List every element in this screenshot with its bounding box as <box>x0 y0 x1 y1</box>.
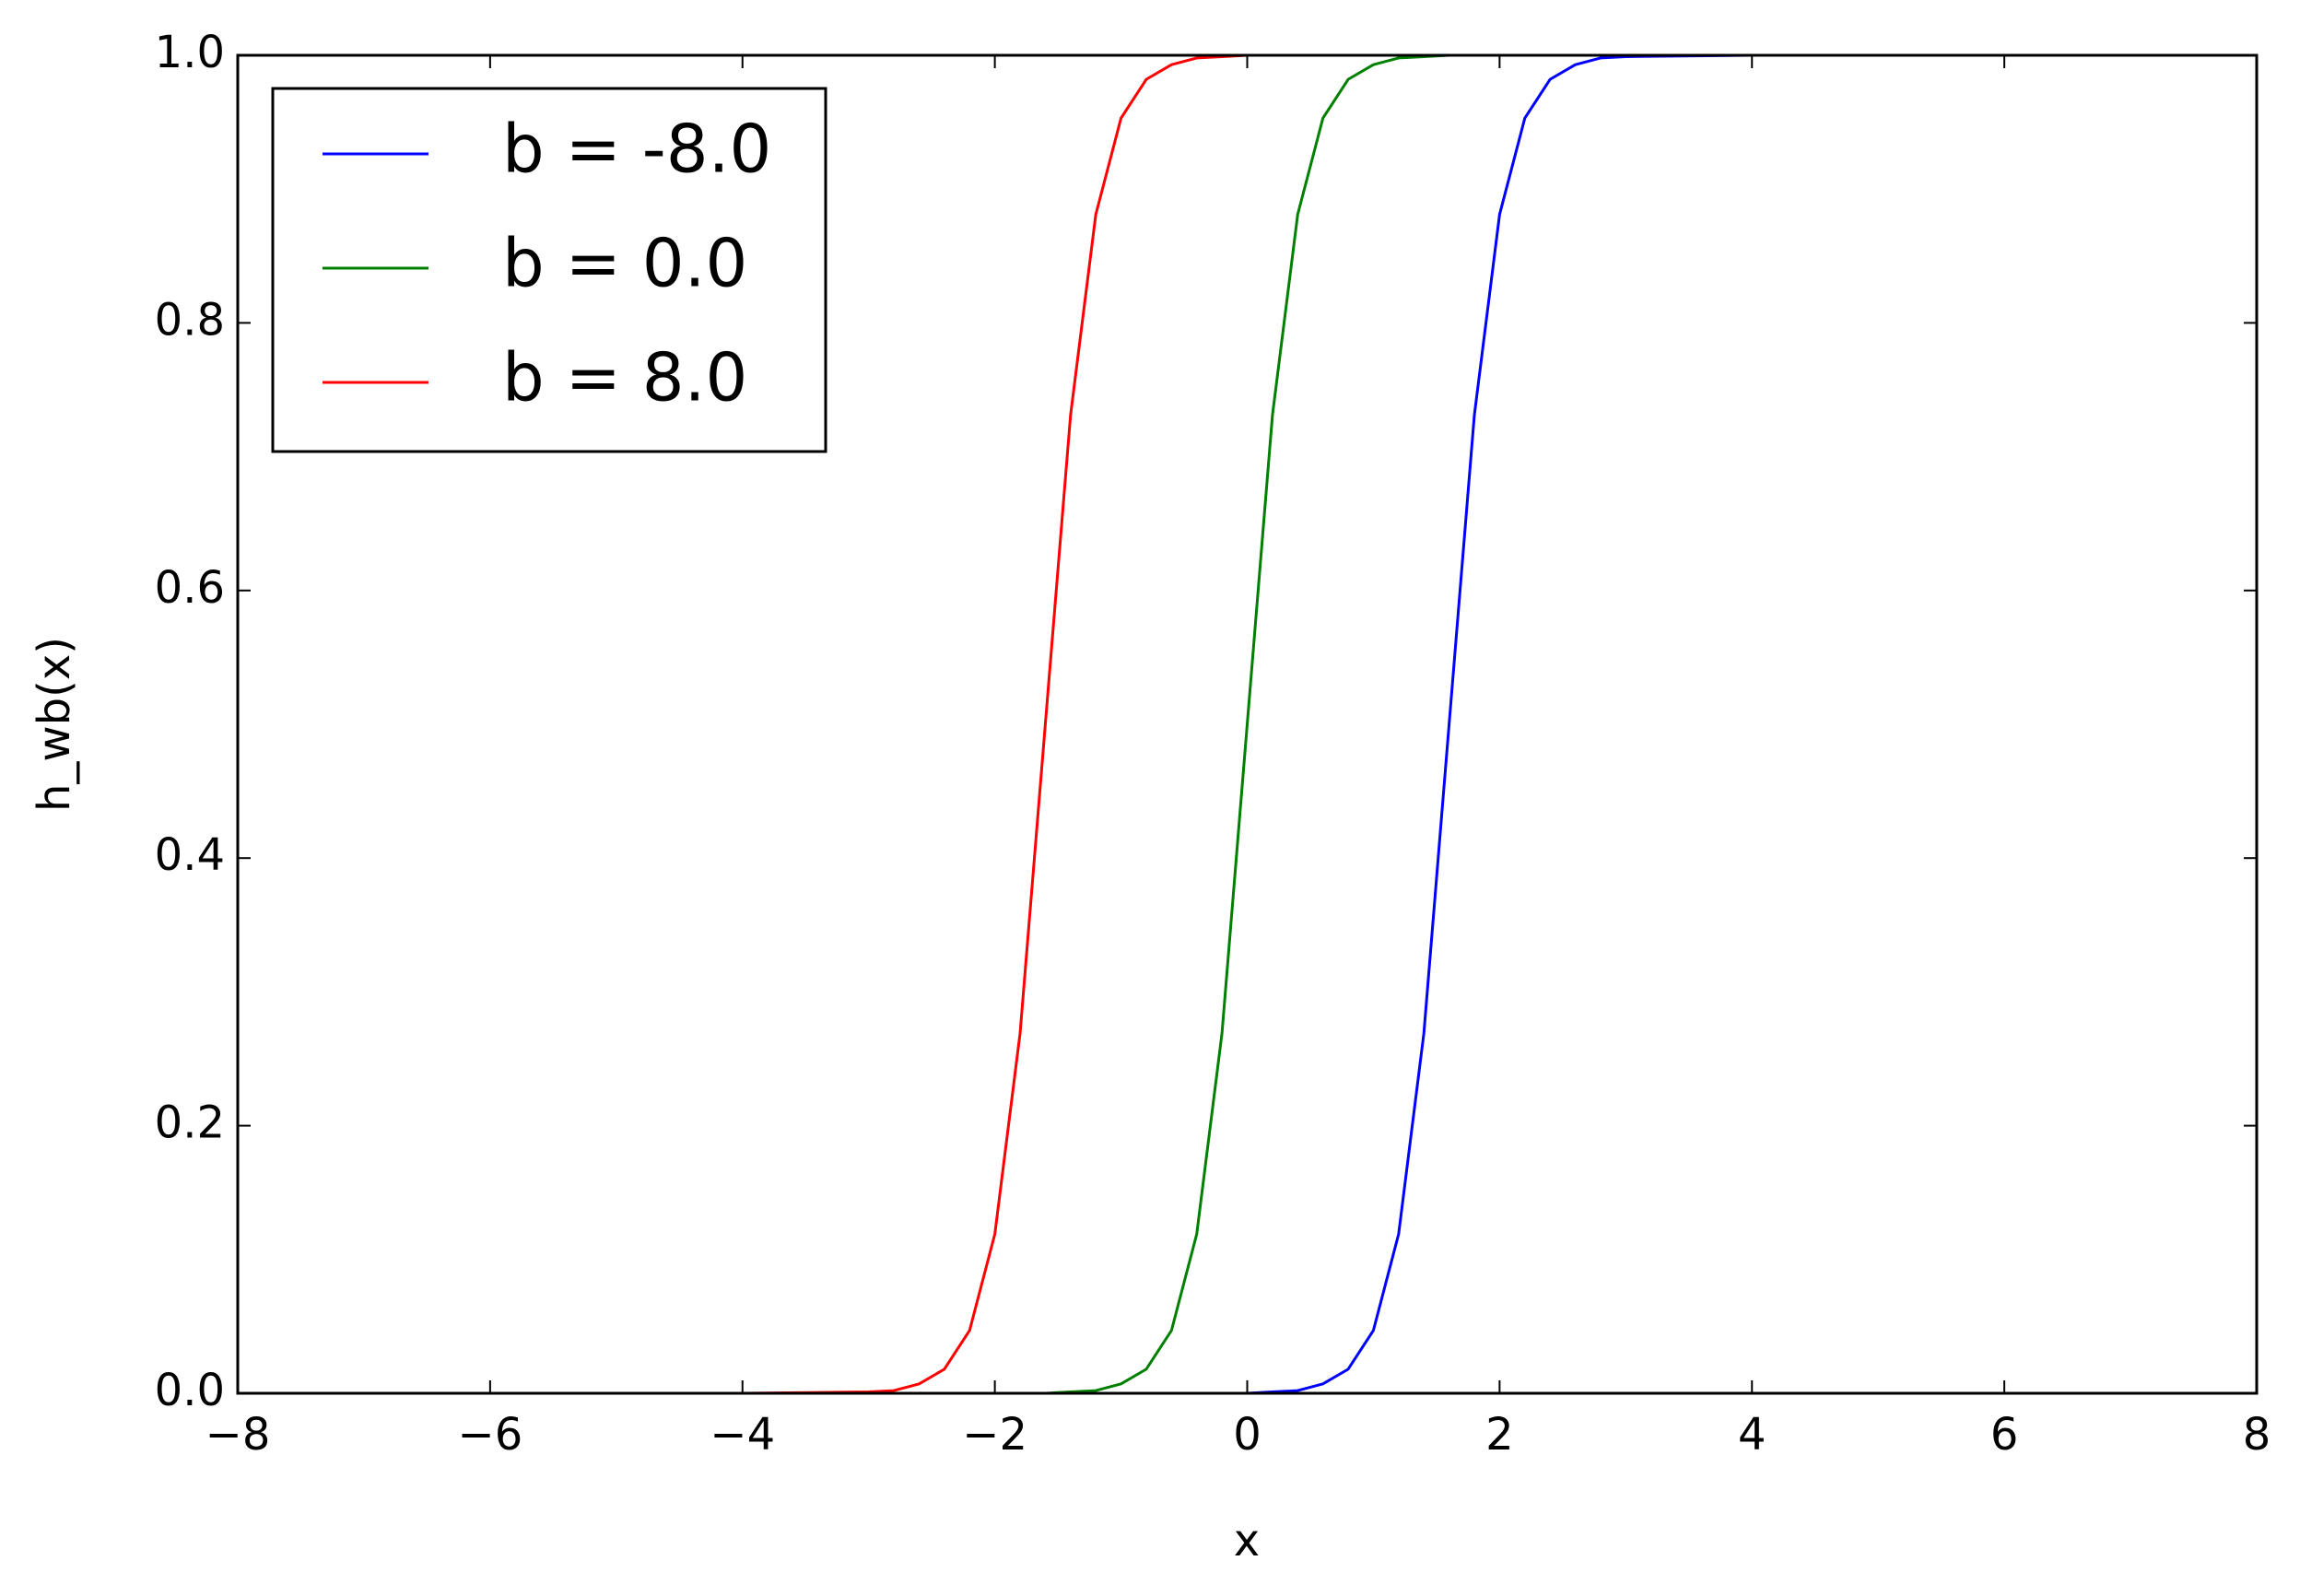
x-axis-label: x <box>1234 1515 1260 1567</box>
y-axis-label: h_wb(x) <box>29 637 80 812</box>
x-tick-label: −4 <box>710 1409 775 1461</box>
y-tick-label: 1.0 <box>155 27 225 78</box>
legend-box <box>271 87 827 453</box>
y-tick-label: 0.0 <box>155 1365 225 1416</box>
x-tick-label: 0 <box>1233 1409 1261 1461</box>
x-tick-label: −2 <box>962 1409 1027 1461</box>
legend: b = -8.0 b = 0.0 b = 8.0 <box>271 87 827 453</box>
x-tick-label: 4 <box>1738 1409 1766 1461</box>
legend-label: b = -8.0 <box>502 111 771 188</box>
y-tick-label: 0.6 <box>155 562 225 614</box>
x-tick-label: 8 <box>2243 1409 2271 1461</box>
legend-label: b = 8.0 <box>502 339 747 417</box>
legend-label: b = 0.0 <box>502 225 747 302</box>
x-tick-label: 2 <box>1485 1409 1514 1461</box>
x-tick-label: 6 <box>1990 1409 2019 1461</box>
y-tick-label: 0.4 <box>155 829 225 881</box>
y-tick-label: 0.2 <box>155 1097 225 1149</box>
x-tick-label: −6 <box>457 1409 522 1461</box>
x-tick-label: −8 <box>205 1409 271 1461</box>
y-tick-label: 0.8 <box>155 294 225 346</box>
